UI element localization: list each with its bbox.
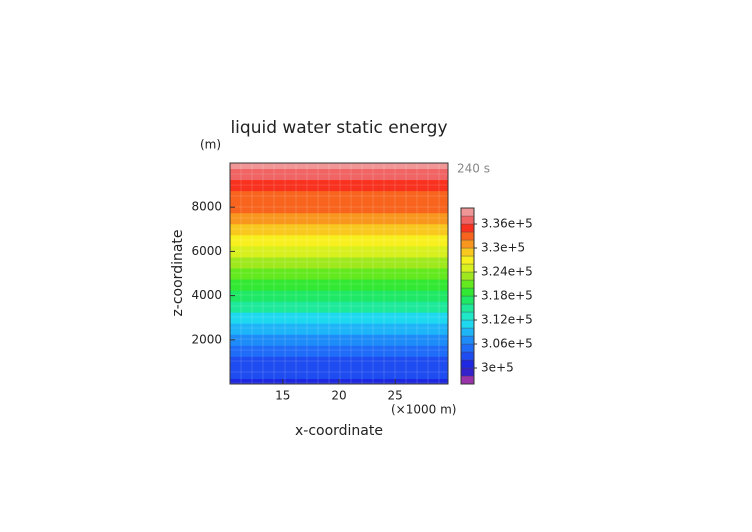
colorbar-cell (460, 231, 475, 241)
contour-band (230, 163, 448, 170)
contour-band (230, 367, 448, 379)
colorbar-cell (460, 271, 475, 281)
colorbar-cell (460, 223, 475, 233)
y-tick-label: 2000 (191, 332, 222, 346)
colorbar-cell (460, 335, 475, 345)
colorbar-tick-label: 3.18e+5 (481, 289, 533, 303)
colorbar-cell (460, 295, 475, 305)
colorbar-cell (460, 215, 475, 225)
contour-band (230, 312, 448, 324)
contour-band (230, 168, 448, 181)
contour-band (230, 290, 448, 302)
contour-band (230, 256, 448, 269)
x-unit: (×1000 m) (391, 403, 456, 417)
colorbar-cell (460, 311, 475, 321)
contour-band (230, 356, 448, 368)
contour-band (230, 323, 448, 335)
colorbar-cell (460, 303, 475, 313)
contour-band (230, 234, 448, 247)
colorbar-cell (460, 359, 475, 369)
colorbar-tick-label: 3.06e+5 (481, 337, 533, 351)
colorbar-cell (460, 255, 475, 265)
contour-band (230, 301, 448, 313)
colorbar-tick-label: 3.36e+5 (481, 217, 533, 231)
colorbar-cell (460, 263, 475, 273)
colorbar-tick-label: 3.3e+5 (481, 241, 525, 255)
time-label: 240 s (457, 162, 490, 176)
contour-band (230, 279, 448, 291)
colorbar-tick-label: 3.24e+5 (481, 265, 533, 279)
contour-band (230, 245, 448, 258)
contour-band (230, 267, 448, 280)
contour-band (230, 345, 448, 357)
x-tick-label: 15 (275, 389, 290, 403)
contour-band (230, 223, 448, 236)
colorbar-cell (460, 207, 475, 217)
contour-band (230, 190, 448, 203)
contour-band (230, 201, 448, 214)
contour-band (230, 212, 448, 225)
contour-band (230, 179, 448, 192)
y-unit: (m) (200, 138, 221, 152)
x-tick-label: 25 (388, 389, 403, 403)
colorbar-cell (460, 375, 475, 385)
y-tick-label: 6000 (191, 244, 222, 258)
colorbar-tick-label: 3.12e+5 (481, 313, 533, 327)
x-tick-label: 20 (331, 389, 346, 403)
colorbar-cell (460, 367, 475, 377)
chart-title: liquid water static energy (230, 118, 447, 138)
colorbar-cell (460, 327, 475, 337)
colorbar-tick-label: 3e+5 (481, 361, 514, 375)
colorbar-cell (460, 351, 475, 361)
colorbar-cell (460, 247, 475, 257)
y-tick-label: 4000 (191, 288, 222, 302)
y-tick-label: 8000 (191, 200, 222, 214)
x-axis-label: x-coordinate (295, 423, 383, 439)
colorbar-cell (460, 287, 475, 297)
y-axis-label: z-coordinate (170, 229, 186, 316)
contour-band (230, 334, 448, 346)
colorbar-cell (460, 279, 475, 289)
colorbar-cell (460, 239, 475, 249)
colorbar-cell (460, 319, 475, 329)
colorbar-cell (460, 343, 475, 353)
